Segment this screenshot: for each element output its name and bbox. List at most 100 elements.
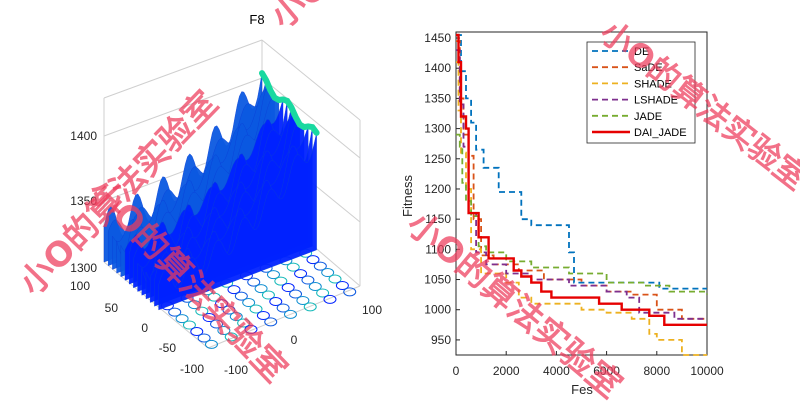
contour-ring <box>286 262 300 272</box>
contour-ring <box>264 317 278 327</box>
line-chart: 0 2000 4000 6000 8000 10000 950 1000 1050 1100 115… <box>400 31 724 397</box>
contour-ring <box>207 292 221 302</box>
y-tick-label: 50 <box>105 301 119 315</box>
contour-ring <box>274 276 288 286</box>
x-tick-label: 0 <box>453 364 460 378</box>
y-axis-label: Fitness <box>400 175 415 217</box>
y-tick-label: 1150 <box>425 212 451 226</box>
z-tick-label: 1350 <box>70 194 97 208</box>
series-line-de <box>456 34 707 290</box>
contour-ring <box>261 290 275 300</box>
y-tick-label: 0 <box>141 321 148 335</box>
contour-ring <box>308 282 322 291</box>
contour-ring <box>323 294 337 304</box>
contour-ring <box>229 312 243 321</box>
y-tick-label: 1000 <box>424 303 451 317</box>
surface-band <box>158 132 317 311</box>
surface-title: F8 <box>249 12 264 27</box>
legend-label: JADE <box>634 111 662 123</box>
legend: DE SaDE SHADE LSHADE JADE DAI_JADE <box>586 41 696 144</box>
surface-plot: F8 1400 1350 1300 100 50 0 -50 <box>70 12 382 377</box>
contour-ring <box>224 332 238 342</box>
contour-ring <box>197 333 211 343</box>
contour-ring <box>244 324 258 334</box>
contour-ring <box>182 320 196 330</box>
series-line-lshade <box>456 49 707 320</box>
surface-mesh <box>103 70 320 311</box>
legend-label: DAI_JADE <box>634 127 687 139</box>
contour-ring <box>222 305 236 315</box>
contour-ring <box>249 304 263 314</box>
contour-ring <box>175 314 189 324</box>
contour-ring <box>289 289 303 299</box>
series-line-sade <box>456 40 707 320</box>
y-tick-label: 1350 <box>424 91 451 105</box>
series-lines <box>456 33 708 356</box>
y-tick-label: 1200 <box>424 182 451 196</box>
x-tick-label: 6000 <box>593 364 620 378</box>
contour-ring <box>256 310 270 320</box>
contour-ring <box>215 299 229 309</box>
contour-ring <box>296 295 310 305</box>
x-axis-label: Fes <box>571 382 593 397</box>
contour-ring <box>283 309 297 319</box>
series-line-jade <box>456 133 708 295</box>
z-tick-label: 1300 <box>70 261 97 275</box>
y-tick-label: 950 <box>431 333 451 347</box>
y-tick-label: -100 <box>180 362 204 376</box>
x-tick-label: 2000 <box>493 364 520 378</box>
axis-ticks: 0 2000 4000 6000 8000 10000 950 1000 1050 1100 115… <box>424 31 724 378</box>
legend-items: DE SaDE SHADE LSHADE JADE DAI_JADE <box>592 46 687 139</box>
contour-ring <box>306 255 320 265</box>
legend-label: SaDE <box>634 62 663 74</box>
y-tick-label: -50 <box>159 341 177 355</box>
contour-ring <box>187 300 201 310</box>
x-tick-label: 8000 <box>643 364 670 378</box>
contour-ring <box>202 313 216 323</box>
contour-ring <box>294 269 308 279</box>
contour-ring <box>266 270 280 280</box>
y-tick-label: 1100 <box>425 242 451 256</box>
contour-ring <box>335 280 349 290</box>
contour-ring <box>237 318 251 328</box>
contour-ring <box>316 288 330 298</box>
y-tick-label: 1300 <box>424 122 451 136</box>
contour-ring <box>343 287 357 297</box>
y-tick-label: 1250 <box>424 152 451 166</box>
contour-ring <box>168 307 182 317</box>
contour-ring <box>217 325 231 335</box>
y-tick-label: 1450 <box>424 31 451 45</box>
contour-ring <box>254 284 268 294</box>
y-tick-label: 1400 <box>424 61 451 75</box>
x-tick-label: -100 <box>224 363 248 377</box>
contour-ring <box>195 306 209 316</box>
contour-ring <box>281 283 295 293</box>
contour-ring <box>276 303 290 313</box>
legend-box <box>586 41 696 144</box>
y-tick-label: 100 <box>70 279 90 293</box>
contour-ring <box>204 339 218 349</box>
contour-ring <box>210 319 224 329</box>
series-line-shade <box>456 61 707 356</box>
contour-ring <box>321 268 335 278</box>
x-tick-label: 10000 <box>690 364 724 378</box>
contour-ring <box>234 291 248 301</box>
contour-ring <box>313 261 327 271</box>
surface-ridge <box>259 70 320 136</box>
x-tick-label: 100 <box>362 303 382 317</box>
x-tick-label: 0 <box>291 333 298 347</box>
contour-ring <box>328 274 342 284</box>
contour-ring <box>242 298 256 308</box>
legend-label: DE <box>634 46 649 58</box>
legend-label: LSHADE <box>634 95 678 107</box>
series-line-dai-jade <box>456 33 707 326</box>
contour-ring <box>190 327 204 336</box>
contour-ring <box>227 285 241 295</box>
contour-ring <box>301 275 315 285</box>
contour-ring <box>247 277 261 287</box>
z-tick-label: 1400 <box>70 129 97 143</box>
contour-ring <box>269 297 283 306</box>
contour-ring <box>303 302 317 312</box>
legend-label: SHADE <box>634 78 672 90</box>
